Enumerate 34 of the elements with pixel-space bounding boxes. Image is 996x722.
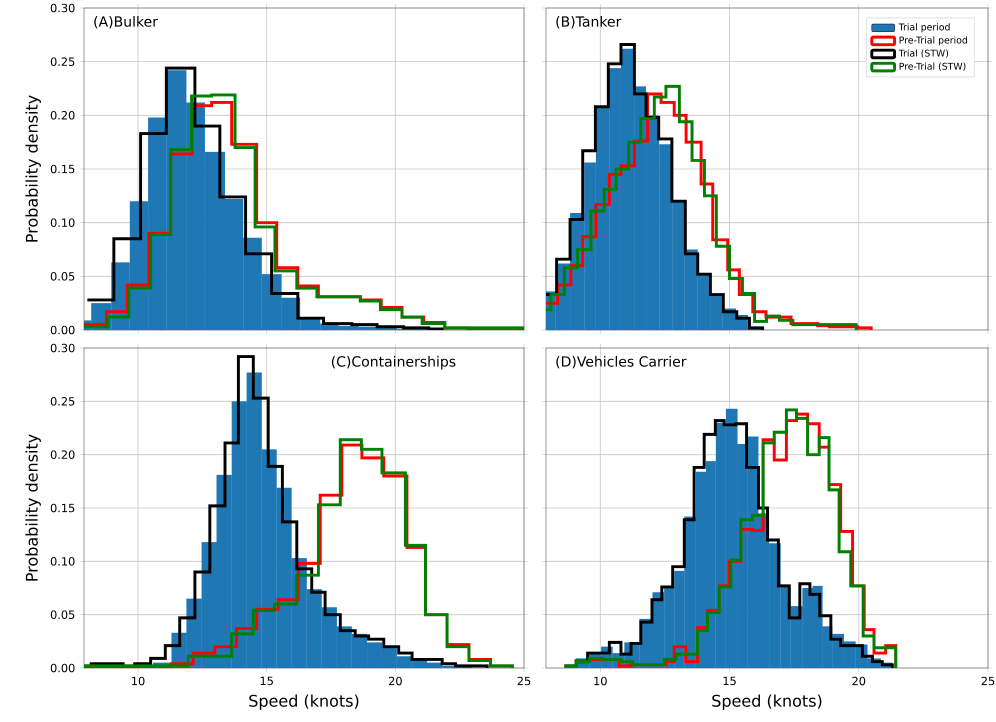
y-tick-label: 0.30 xyxy=(50,4,75,12)
x-tick-label: 15 xyxy=(260,676,273,686)
text: (B)Tanker xyxy=(556,16,622,28)
text: (A)Bulker xyxy=(94,16,158,28)
x-tick-label: 25 xyxy=(982,676,994,686)
y-tick-label: 0.30 xyxy=(50,344,75,352)
x-tick-label: 20 xyxy=(388,676,402,686)
y-tick-label: 0.25 xyxy=(50,57,74,66)
x-axis-title: Speed (knots) xyxy=(712,694,822,710)
x-tick-label: 15 xyxy=(724,676,736,686)
y-tick-label: 0.05 xyxy=(50,610,74,619)
y-tick-label: 0.15 xyxy=(50,164,74,174)
y-tick-label: 0.05 xyxy=(50,272,74,281)
legend-label: Trial (STW) xyxy=(898,49,948,58)
y-tick-label: 0.10 xyxy=(50,557,75,566)
x-tick-label: 20 xyxy=(852,676,866,686)
legend-label: Trial period xyxy=(898,23,950,32)
legend-label: Pre-Trial (STW) xyxy=(900,62,966,71)
legend-label: Pre-Trial period xyxy=(900,36,967,46)
y-tick-label: 0.10 xyxy=(50,218,75,227)
text: (D)Vehicles Carrier xyxy=(556,356,687,368)
x-axis-title: Speed (knots) xyxy=(249,694,358,710)
y-axis-title: Probability density xyxy=(25,95,41,242)
y-tick-label: 0.20 xyxy=(50,450,75,459)
x-tick-label: 10 xyxy=(594,676,607,686)
x-tick-label: 10 xyxy=(132,676,144,686)
y-tick-label: 0.15 xyxy=(50,504,74,512)
y-tick-label: 0.00 xyxy=(50,326,75,334)
y-tick-label: 0.00 xyxy=(50,664,75,672)
text: (C)Containerships xyxy=(332,356,456,370)
y-tick-label: 0.25 xyxy=(50,397,74,406)
y-tick-label: 0.20 xyxy=(50,111,75,120)
y-axis-title: Probability density xyxy=(25,434,41,581)
x-tick-label: 25 xyxy=(518,676,530,686)
